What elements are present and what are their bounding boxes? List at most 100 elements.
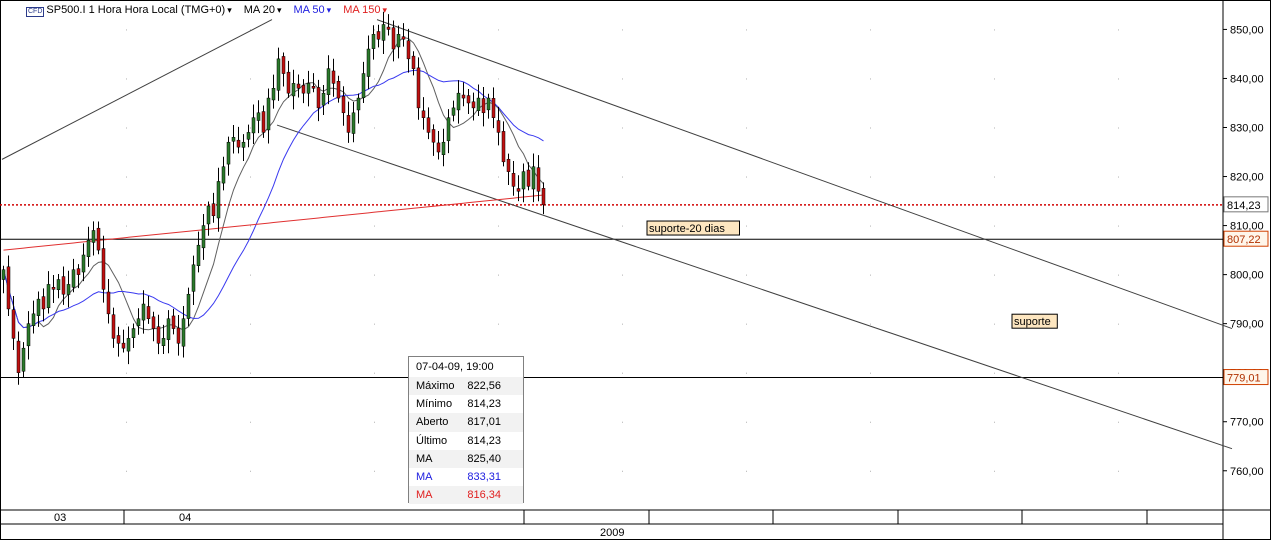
grid-dot <box>250 127 251 129</box>
candle-body <box>291 83 296 97</box>
candle-body <box>1 269 6 280</box>
candle-body <box>176 327 181 344</box>
grid-dot <box>870 127 871 129</box>
price-label-box <box>1223 230 1269 247</box>
grid-dot <box>746 29 747 31</box>
grid-dot <box>1118 470 1119 472</box>
candle-body <box>76 268 81 275</box>
grid-dot <box>126 323 127 325</box>
price-label-text: 807,22 <box>1227 234 1261 246</box>
price-label-text: 779,01 <box>1227 373 1261 385</box>
trendlines[interactable] <box>1 19 1233 450</box>
last-price-label: 814,23 <box>1223 196 1269 213</box>
grid-dot <box>870 225 871 227</box>
grid-dot <box>126 78 127 80</box>
tooltip-row: Aberto 817,01 <box>409 413 523 432</box>
candle-body <box>471 101 476 109</box>
ma20-selector[interactable]: MA 20 <box>244 4 282 16</box>
grid-dot <box>622 372 623 374</box>
candle-body <box>341 96 346 114</box>
candle-body <box>366 48 371 77</box>
candle-body <box>521 171 526 190</box>
grid-dot <box>746 127 747 129</box>
candle-body <box>296 83 301 89</box>
candle-body <box>71 269 76 288</box>
y-tick-label: 850,00 <box>1230 24 1264 36</box>
grid-dot <box>250 372 251 374</box>
tooltip-key: MA <box>416 452 433 465</box>
tooltip-row: MA 833,31 <box>409 468 523 486</box>
tooltip-key: Máximo <box>416 380 455 393</box>
price-axis[interactable]: 760,00770,00780,00790,00800,00810,00820,… <box>1223 24 1269 478</box>
candle-body <box>286 71 291 94</box>
grid-dot <box>374 225 375 227</box>
grid-dot <box>994 323 995 325</box>
grid-dot <box>1118 274 1119 276</box>
level-price-label: 807,22 <box>1223 230 1269 247</box>
grid-dot <box>622 176 623 178</box>
x-tick-label: 04 <box>179 512 191 524</box>
candles <box>1 11 546 385</box>
grid-dot <box>126 127 127 129</box>
candle-body <box>411 55 416 69</box>
annotation-label: suporte <box>1011 313 1058 329</box>
ma50-selector[interactable]: MA 50 <box>293 4 331 16</box>
grid-dot <box>622 274 623 276</box>
candle-body <box>16 340 21 373</box>
grid-dot <box>498 225 499 227</box>
candle-body <box>331 70 336 84</box>
data-tooltip: 07-04-09, 19:00 Máximo 822,56 Mínimo 814,23… <box>408 356 524 505</box>
grid-dot <box>126 372 127 374</box>
grid-dot <box>994 29 995 31</box>
annotations[interactable]: suporte-20 dias suporte <box>646 220 1058 329</box>
time-axis[interactable]: 03 04 2009 <box>54 510 1148 539</box>
candle-body <box>516 188 521 192</box>
grid-dot <box>374 421 375 423</box>
trendline <box>1 19 273 160</box>
candle-body <box>316 87 321 109</box>
candle-body <box>136 318 141 327</box>
annotation-label: suporte-20 dias <box>646 220 740 236</box>
trendline <box>376 19 1233 330</box>
candle-body <box>456 92 461 111</box>
grid-dot <box>870 176 871 178</box>
tooltip-key: MA <box>416 471 433 484</box>
candle-body <box>426 117 431 133</box>
candle-body <box>361 73 366 98</box>
x-year-label: 2009 <box>600 527 624 539</box>
grid-dot <box>1118 127 1119 129</box>
candle-body <box>151 316 156 329</box>
candle-body <box>276 58 281 91</box>
grid-dot <box>498 29 499 31</box>
candle-body <box>81 254 86 273</box>
instrument-selector[interactable]: CFD SP500.I 1 Hora Hora Local (TMG+0) <box>26 4 232 17</box>
candle-body <box>356 97 361 111</box>
grid-dot <box>622 78 623 80</box>
candle-body <box>391 27 396 50</box>
candle-body <box>246 132 251 140</box>
grid-dot <box>994 421 995 423</box>
grid-dot <box>374 176 375 178</box>
candle-body <box>36 298 41 316</box>
grid-dot <box>622 225 623 227</box>
grid-dot <box>1118 78 1119 80</box>
tooltip-key: Último <box>416 434 448 447</box>
grid-dot <box>746 225 747 227</box>
candle-body <box>156 326 161 344</box>
candle-body <box>46 284 51 309</box>
candle-body <box>56 279 61 291</box>
candle-body <box>86 240 91 257</box>
tooltip-value: 814,23 <box>467 434 501 447</box>
candle-body <box>446 117 451 142</box>
grid-dot <box>374 372 375 374</box>
candle-body <box>536 167 541 192</box>
grid-dot <box>746 323 747 325</box>
candle-body <box>191 264 196 292</box>
instrument-title[interactable]: SP500.I 1 Hora Hora Local (TMG+0) <box>46 4 231 16</box>
candle-body <box>31 313 36 326</box>
grid-dot <box>250 470 251 472</box>
ma150-selector[interactable]: MA 150 <box>343 4 387 16</box>
candle-body <box>101 248 106 290</box>
